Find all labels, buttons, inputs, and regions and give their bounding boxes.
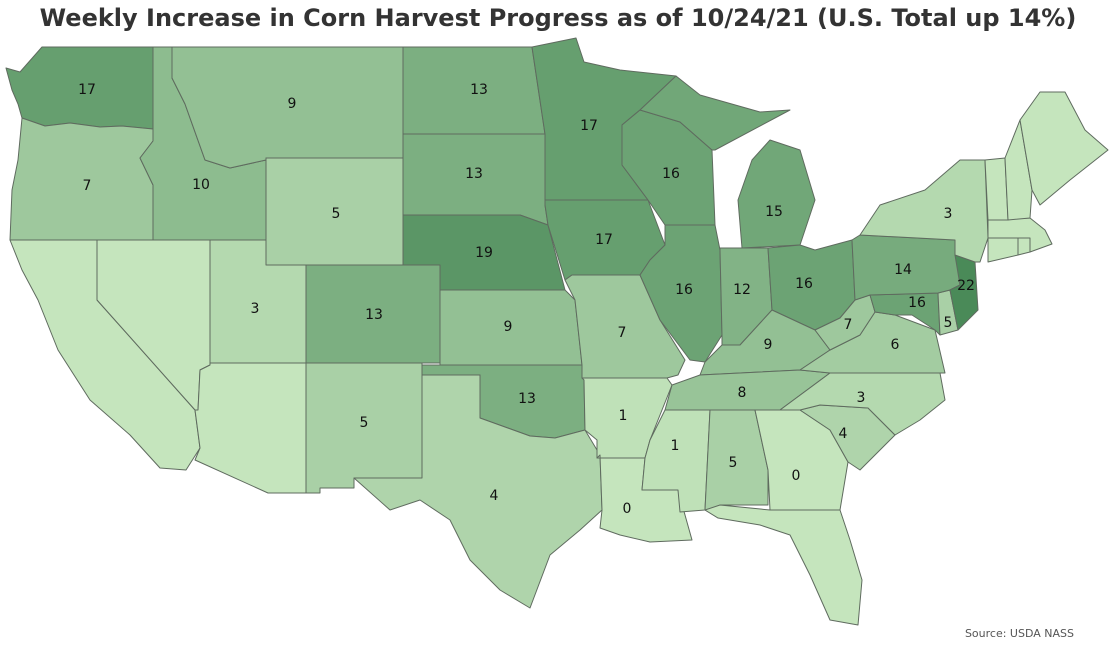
value-label-nj: 22 xyxy=(957,278,975,294)
value-label-wa: 17 xyxy=(78,82,96,98)
value-label-tx: 4 xyxy=(490,488,499,504)
state-me[interactable] xyxy=(1019,91,1109,206)
state-mo[interactable] xyxy=(564,274,686,379)
value-label-va: 6 xyxy=(891,337,900,353)
value-label-or: 7 xyxy=(83,178,92,194)
value-label-co: 13 xyxy=(365,307,383,323)
value-label-wv: 7 xyxy=(844,317,853,333)
value-label-al: 5 xyxy=(729,455,738,471)
value-label-il: 16 xyxy=(675,282,693,298)
value-label-ky: 9 xyxy=(764,337,773,353)
value-label-mn: 17 xyxy=(580,118,598,134)
value-label-tn: 8 xyxy=(738,385,747,401)
value-label-ne: 19 xyxy=(475,245,493,261)
value-label-ks: 9 xyxy=(504,319,513,335)
value-label-ny: 3 xyxy=(944,206,953,222)
state-vt[interactable] xyxy=(984,157,1009,221)
value-label-id: 10 xyxy=(192,177,210,193)
value-label-ut: 3 xyxy=(251,301,260,317)
state-mi[interactable] xyxy=(639,75,816,249)
value-label-ar: 1 xyxy=(619,408,628,424)
value-label-nc: 3 xyxy=(857,390,866,406)
value-label-la: 0 xyxy=(623,501,632,517)
source-note: Source: USDA NASS xyxy=(964,627,1074,640)
state-il[interactable] xyxy=(639,224,723,363)
state-or[interactable] xyxy=(9,117,154,241)
state-ct[interactable] xyxy=(987,237,1019,263)
state-fl[interactable] xyxy=(704,504,863,626)
value-label-mi: 15 xyxy=(765,204,783,220)
state-nj[interactable] xyxy=(949,254,979,331)
value-label-sd: 13 xyxy=(465,166,483,182)
state-tx[interactable] xyxy=(353,374,603,609)
value-label-pa: 14 xyxy=(894,262,912,278)
value-label-ok: 13 xyxy=(518,391,536,407)
value-label-md: 16 xyxy=(908,295,926,311)
value-label-mo: 7 xyxy=(618,325,627,341)
state-nh[interactable] xyxy=(1004,119,1033,221)
value-label-wi: 16 xyxy=(662,166,680,182)
value-label-ga: 0 xyxy=(792,468,801,484)
state-ma[interactable] xyxy=(987,217,1053,253)
value-label-mt: 9 xyxy=(288,96,297,112)
value-label-sc: 4 xyxy=(839,426,848,442)
map-title: Weekly Increase in Corn Harvest Progress… xyxy=(39,4,1077,32)
value-label-in: 12 xyxy=(733,282,751,298)
value-label-ms: 1 xyxy=(671,438,680,454)
value-label-oh: 16 xyxy=(795,276,813,292)
value-label-ia: 17 xyxy=(595,232,613,248)
value-label-wy: 5 xyxy=(332,206,341,222)
state-ri[interactable] xyxy=(1017,237,1031,256)
value-label-nd: 13 xyxy=(470,82,488,98)
value-label-de: 5 xyxy=(944,315,953,331)
state-az[interactable] xyxy=(194,362,307,494)
value-label-nm: 5 xyxy=(360,415,369,431)
